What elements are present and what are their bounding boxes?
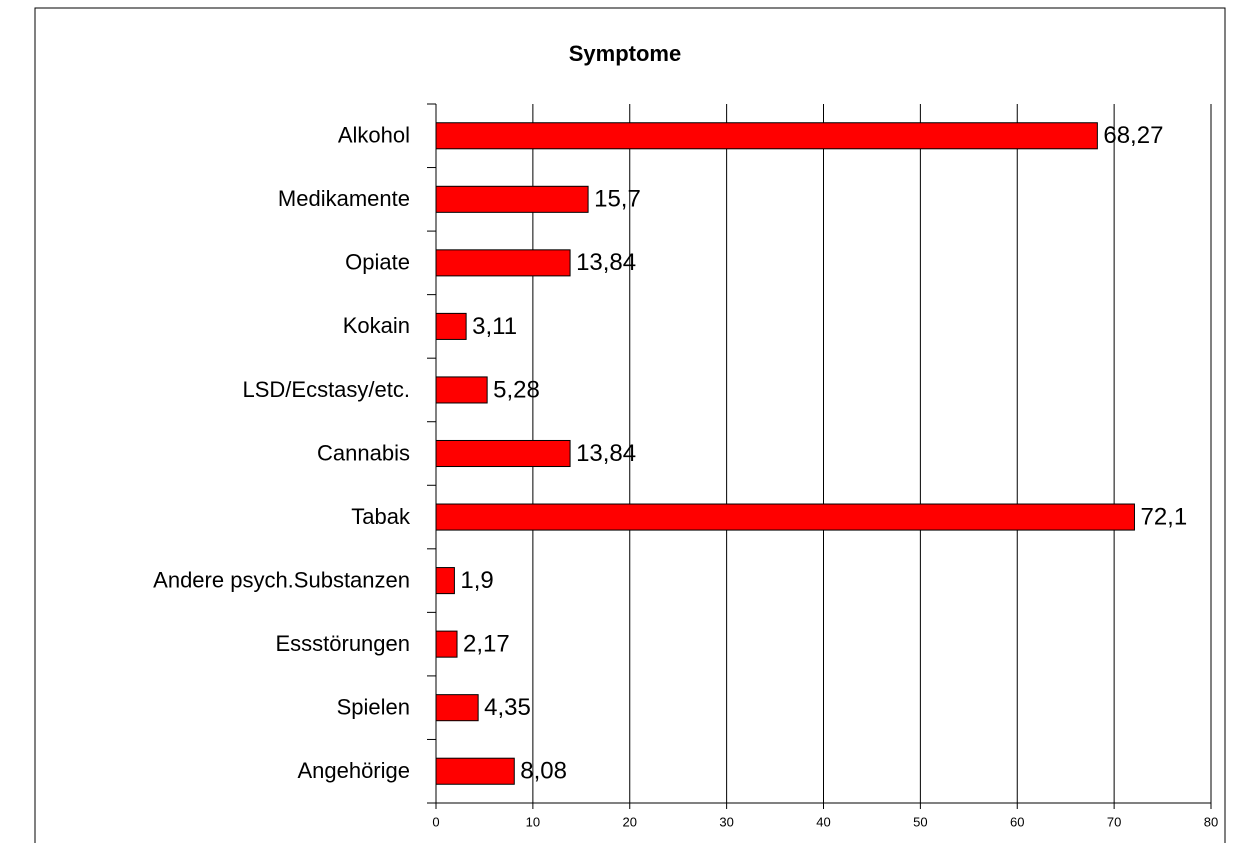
y-tick-label: LSD/Ecstasy/etc. xyxy=(242,377,410,402)
y-tick-label: Medikamente xyxy=(278,186,410,211)
x-tick-label: 40 xyxy=(816,814,830,829)
value-label: 13,84 xyxy=(576,249,636,276)
value-label: 4,35 xyxy=(484,694,531,721)
bar xyxy=(435,694,479,722)
value-label: 8,08 xyxy=(520,758,567,785)
x-tick-label: 60 xyxy=(1010,814,1024,829)
y-tick-label: Essstörungen xyxy=(275,631,410,656)
y-tick-label: Kokain xyxy=(343,313,410,338)
bar xyxy=(435,312,467,340)
y-tick-label: Alkohol xyxy=(338,123,410,148)
value-label: 2,17 xyxy=(463,630,510,657)
chart-title: Symptome xyxy=(569,41,681,66)
bar xyxy=(435,630,458,658)
bar xyxy=(435,757,515,785)
y-tick-label: Angehörige xyxy=(297,758,410,783)
x-tick-label: 50 xyxy=(913,814,927,829)
value-label: 1,9 xyxy=(460,567,493,594)
y-tick-label: Cannabis xyxy=(317,440,410,465)
x-tick-label: 70 xyxy=(1107,814,1121,829)
x-tick-label: 20 xyxy=(623,814,637,829)
x-tick-label: 30 xyxy=(719,814,733,829)
bar xyxy=(435,503,1135,531)
chart-frame xyxy=(34,7,1226,843)
value-label: 15,7 xyxy=(594,186,641,213)
value-label: 3,11 xyxy=(472,313,517,340)
x-tick-label: 0 xyxy=(432,814,439,829)
bar xyxy=(435,567,455,595)
bar xyxy=(435,185,589,213)
bar xyxy=(435,122,1098,150)
value-label: 68,27 xyxy=(1103,122,1163,149)
y-tick-label: Spielen xyxy=(337,694,410,719)
value-label: 13,84 xyxy=(576,440,636,467)
y-tick-label: Tabak xyxy=(351,504,411,529)
y-tick-label: Opiate xyxy=(345,250,410,275)
y-tick-label: Andere psych.Substanzen xyxy=(153,567,410,592)
bar xyxy=(435,376,488,404)
x-tick-label: 80 xyxy=(1204,814,1218,829)
value-label: 72,1 xyxy=(1140,503,1187,530)
value-label: 5,28 xyxy=(493,376,540,403)
x-tick-label: 10 xyxy=(526,814,540,829)
bar xyxy=(435,249,571,277)
bar xyxy=(435,439,571,468)
